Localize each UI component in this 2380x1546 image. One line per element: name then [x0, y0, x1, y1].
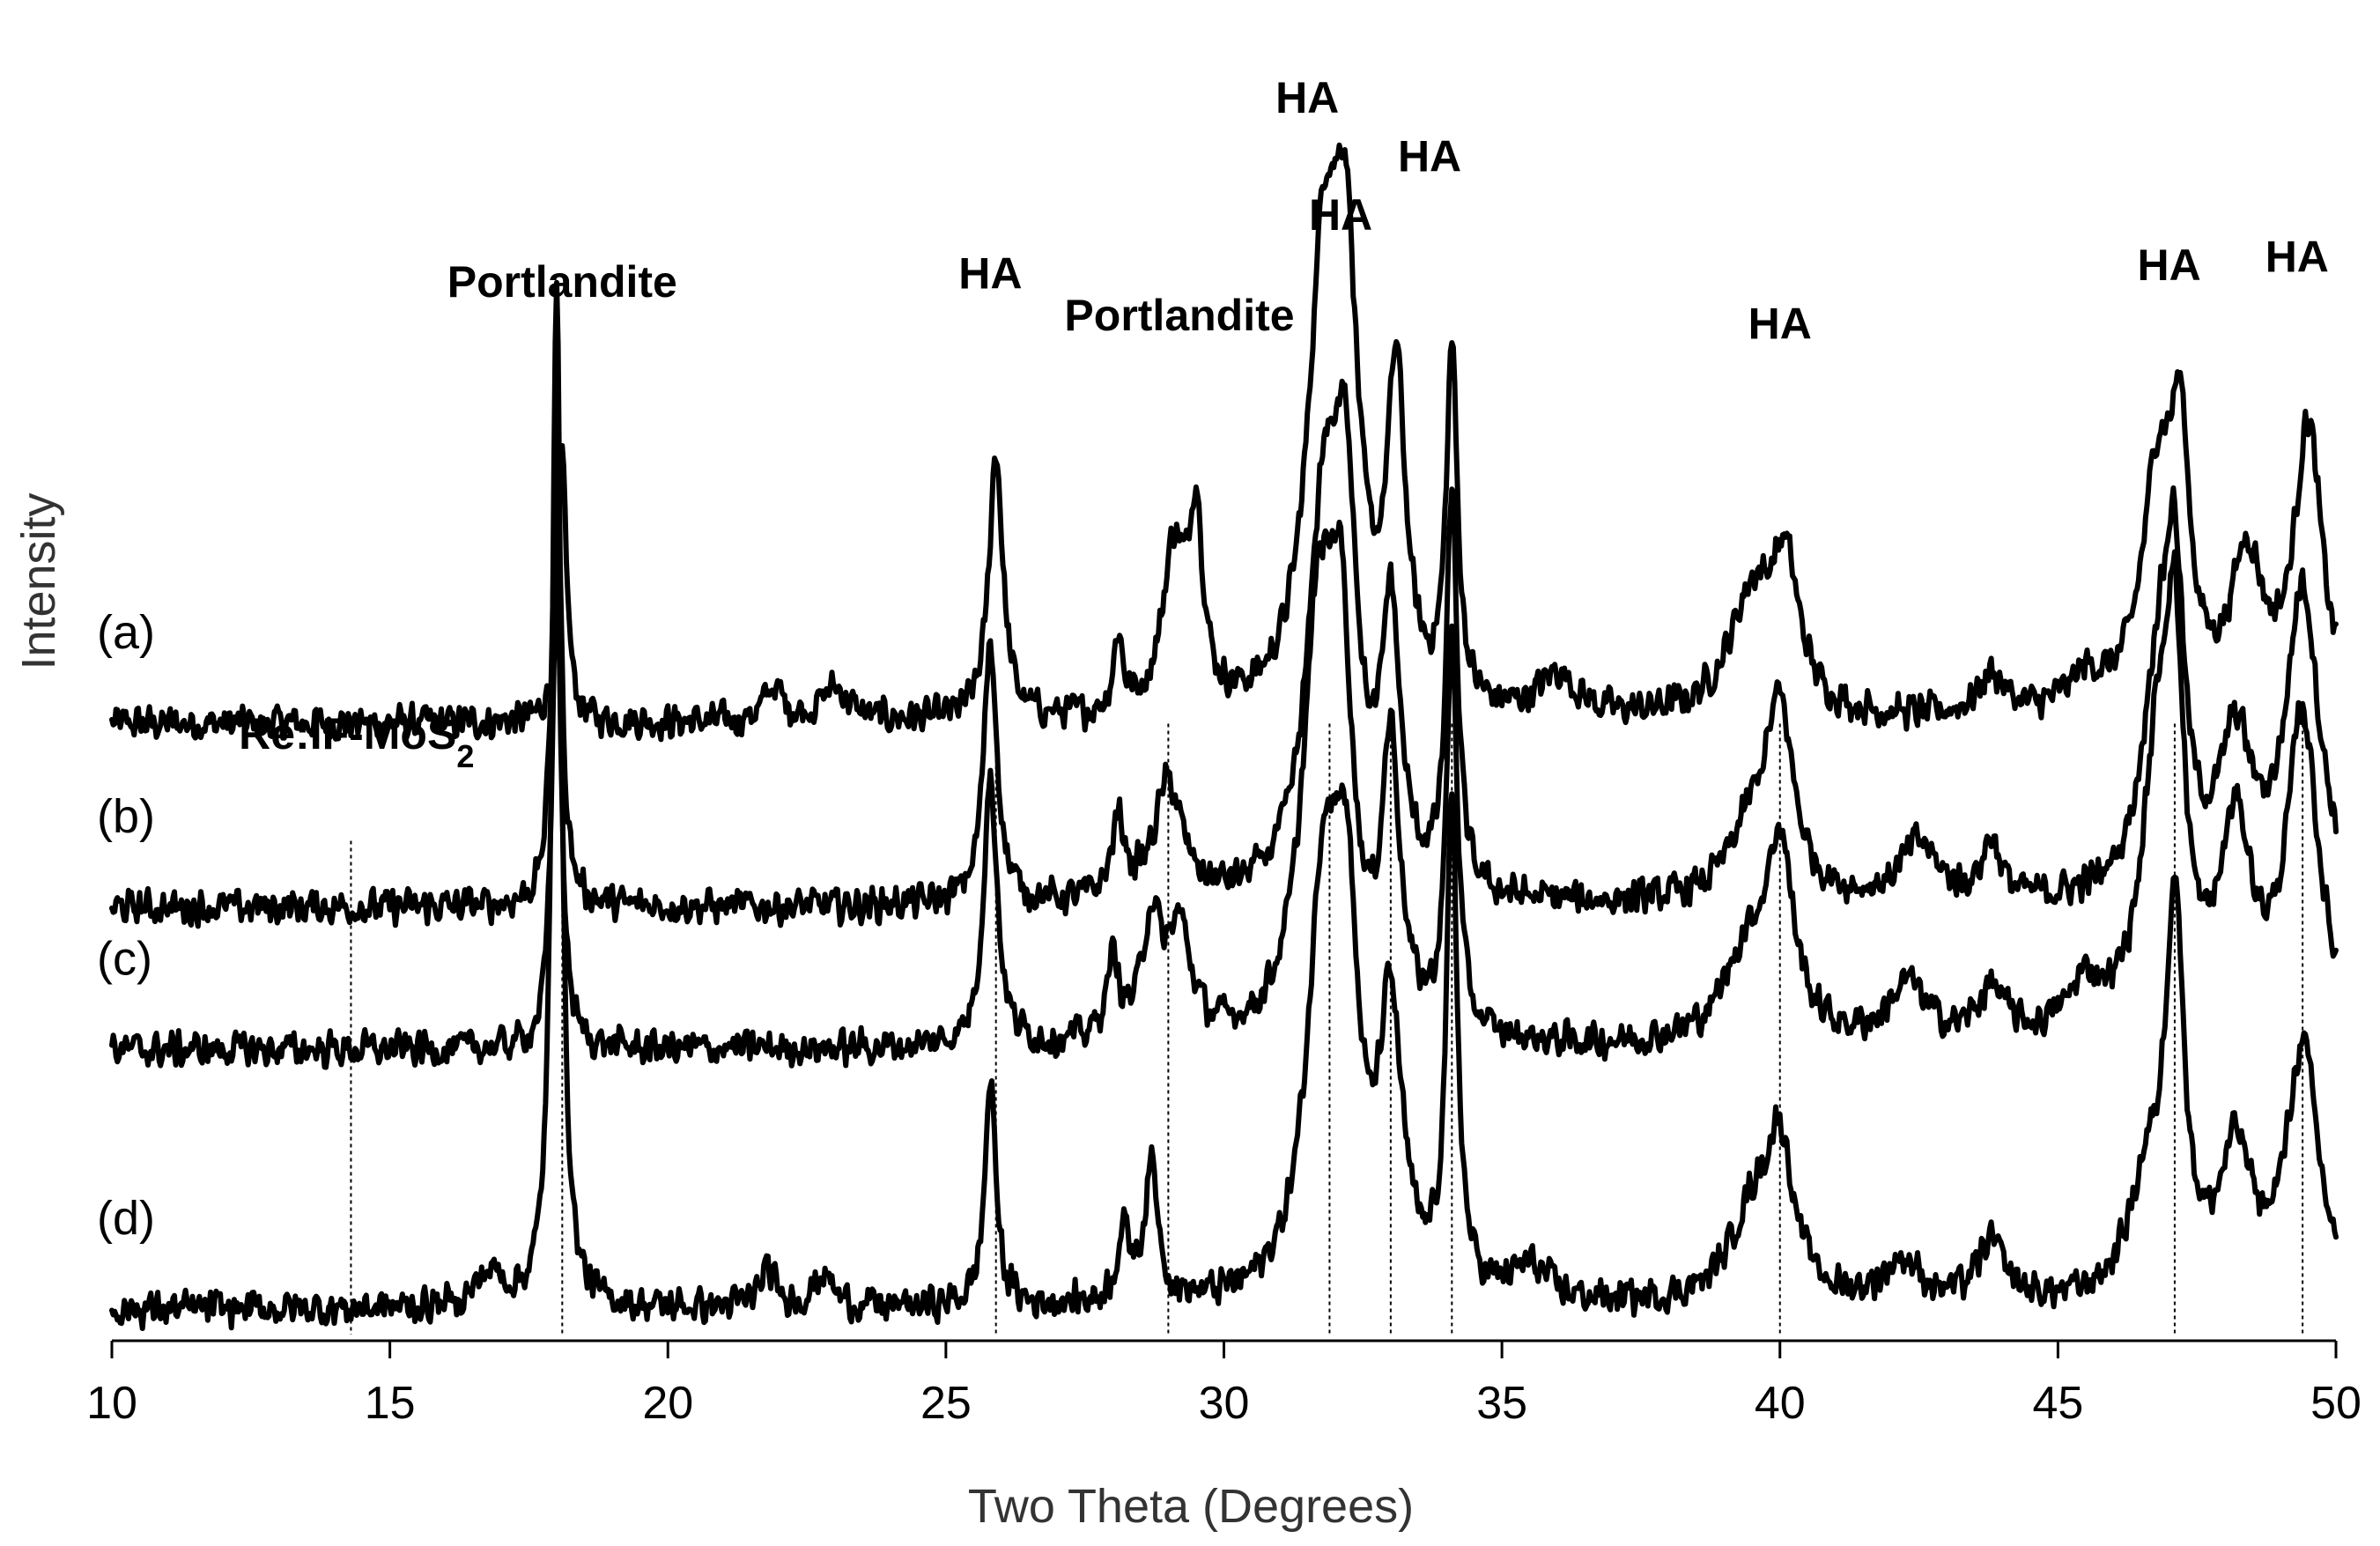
x-tick-label: 50 — [2310, 1378, 2362, 1429]
peak-annotation: HA — [2138, 240, 2201, 290]
x-tick-label: 40 — [1755, 1378, 1806, 1429]
peak-annotation: Portlandite — [447, 257, 677, 307]
reference-lines — [350, 723, 2304, 1335]
diffraction-traces — [109, 142, 2339, 1331]
x-tick-label: 25 — [920, 1378, 972, 1429]
x-ticks: 10 15 20 25 30 35 40 45 50 — [86, 1341, 2362, 1429]
x-tick-label: 10 — [86, 1378, 137, 1429]
annotation-subscript: 2 — [456, 738, 474, 774]
x-tick-label: 15 — [365, 1378, 416, 1429]
x-tick-label: 35 — [1476, 1378, 1527, 1429]
x-tick-label: 30 — [1199, 1378, 1250, 1429]
trace-c — [109, 519, 2339, 1070]
peak-annotation: HA — [1748, 300, 1812, 349]
x-tick-label: 45 — [2032, 1378, 2083, 1429]
sample-label-a: (a) — [97, 606, 155, 659]
trace-b — [109, 378, 2339, 929]
sample-label-b: (b) — [97, 790, 155, 843]
sample-label-c: (c) — [97, 933, 152, 986]
sample-label-d: (d) — [97, 1192, 155, 1245]
peak-annotation: HA — [1398, 132, 1461, 181]
trace-a — [109, 142, 2339, 743]
peak-annotation: Portlandite — [1064, 291, 1294, 340]
peak-annotation: Re:IF-MoS2 — [239, 709, 474, 774]
x-axis: 10 15 20 25 30 35 40 45 50 — [86, 1339, 2362, 1429]
x-axis-title: Two Theta (Degrees) — [968, 1480, 1414, 1533]
peak-annotation: HA — [958, 249, 1022, 299]
peak-annotations: Portlandite HA Portlandite HA HA HA HA HA HA Re:I… — [239, 73, 2329, 774]
sample-labels: (a) (b) (c) (d) — [97, 606, 155, 1245]
x-tick-label: 20 — [642, 1378, 693, 1429]
peak-annotation: HA — [1275, 73, 1339, 122]
peak-annotation: HA — [2265, 233, 2329, 282]
y-axis-title: Intensity — [12, 492, 65, 669]
peak-annotation: HA — [1309, 190, 1372, 240]
trace-d — [109, 279, 2339, 1331]
